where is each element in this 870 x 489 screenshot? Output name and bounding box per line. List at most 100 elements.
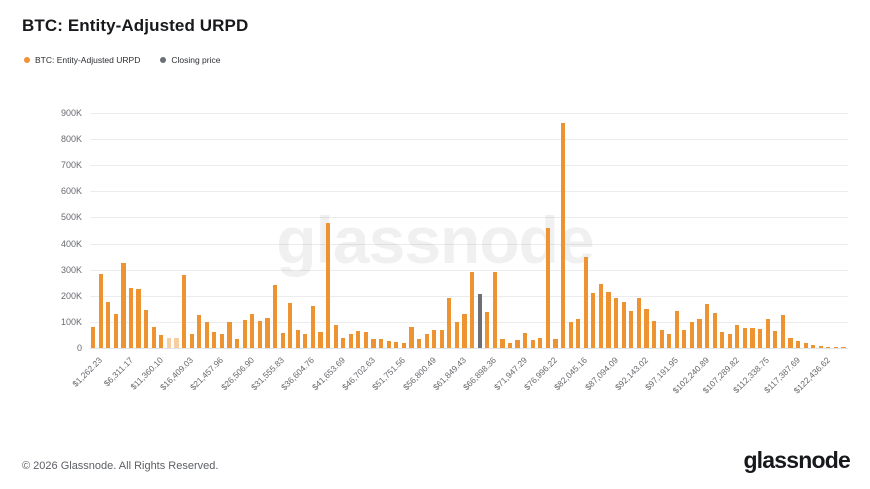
urpd-bar[interactable] xyxy=(310,306,315,348)
urpd-bar[interactable] xyxy=(409,327,414,348)
urpd-bar[interactable] xyxy=(530,340,535,348)
closing-price-bar[interactable] xyxy=(477,294,482,348)
urpd-bar[interactable] xyxy=(204,322,209,348)
urpd-bar[interactable] xyxy=(235,339,240,348)
urpd-bar[interactable] xyxy=(606,291,611,348)
urpd-bar[interactable] xyxy=(682,329,687,348)
urpd-bar[interactable] xyxy=(515,340,520,348)
urpd-bar[interactable] xyxy=(553,338,558,348)
urpd-bar[interactable] xyxy=(106,302,111,348)
urpd-bar[interactable] xyxy=(689,321,694,348)
urpd-bar[interactable] xyxy=(485,311,490,348)
urpd-bar[interactable] xyxy=(174,337,179,348)
urpd-bar[interactable] xyxy=(583,256,588,348)
urpd-bar[interactable] xyxy=(325,222,331,348)
urpd-bar[interactable] xyxy=(159,334,164,348)
urpd-bar[interactable] xyxy=(568,321,573,348)
urpd-bar[interactable] xyxy=(136,289,141,348)
urpd-bar[interactable] xyxy=(401,343,406,348)
urpd-bar[interactable] xyxy=(250,313,255,348)
urpd-bar[interactable] xyxy=(432,330,437,348)
urpd-bar[interactable] xyxy=(811,344,816,348)
urpd-bar[interactable] xyxy=(227,321,232,348)
urpd-bar[interactable] xyxy=(265,317,270,348)
urpd-bar[interactable] xyxy=(212,332,217,348)
urpd-bar[interactable] xyxy=(379,339,384,348)
urpd-bar[interactable] xyxy=(333,324,338,348)
urpd-bar[interactable] xyxy=(341,337,346,348)
urpd-bar[interactable] xyxy=(598,284,604,348)
urpd-bar[interactable] xyxy=(803,342,808,348)
urpd-bar[interactable] xyxy=(144,310,149,348)
urpd-bar[interactable] xyxy=(394,341,399,348)
urpd-bar[interactable] xyxy=(720,332,725,348)
urpd-bar[interactable] xyxy=(197,314,202,348)
urpd-bar[interactable] xyxy=(348,334,353,348)
urpd-bar[interactable] xyxy=(833,346,839,348)
urpd-bar[interactable] xyxy=(560,123,566,348)
urpd-bar[interactable] xyxy=(500,339,505,348)
urpd-bar[interactable] xyxy=(98,273,103,348)
urpd-bar[interactable] xyxy=(591,293,596,348)
urpd-bar[interactable] xyxy=(295,329,300,348)
urpd-bar[interactable] xyxy=(712,312,717,348)
urpd-bar[interactable] xyxy=(735,325,740,348)
legend-item-closing-price[interactable]: Closing price xyxy=(160,55,220,65)
urpd-bar[interactable] xyxy=(629,311,634,348)
urpd-bar[interactable] xyxy=(242,320,247,348)
urpd-bar[interactable] xyxy=(303,334,308,348)
urpd-bar[interactable] xyxy=(386,340,391,348)
urpd-bar[interactable] xyxy=(318,332,323,348)
urpd-bar[interactable] xyxy=(826,347,831,348)
urpd-bar[interactable] xyxy=(697,319,702,348)
urpd-bar[interactable] xyxy=(470,272,475,348)
urpd-bar[interactable] xyxy=(128,287,134,348)
urpd-bar[interactable] xyxy=(667,333,672,348)
urpd-bar[interactable] xyxy=(424,333,429,348)
urpd-bar[interactable] xyxy=(523,332,528,348)
urpd-bar[interactable] xyxy=(621,302,626,348)
urpd-bar[interactable] xyxy=(113,314,118,348)
urpd-bar[interactable] xyxy=(674,311,679,348)
urpd-bar[interactable] xyxy=(636,298,641,348)
urpd-bar[interactable] xyxy=(576,319,581,348)
legend-item-urpd[interactable]: BTC: Entity-Adjusted URPD xyxy=(24,55,140,65)
urpd-bar[interactable] xyxy=(257,321,262,348)
urpd-bar[interactable] xyxy=(773,331,778,348)
urpd-bar[interactable] xyxy=(727,334,732,348)
urpd-bar[interactable] xyxy=(280,333,285,348)
urpd-bar[interactable] xyxy=(272,284,278,348)
urpd-bar[interactable] xyxy=(704,303,710,348)
urpd-bar[interactable] xyxy=(765,319,770,348)
urpd-bar[interactable] xyxy=(795,341,801,348)
urpd-bar[interactable] xyxy=(356,330,361,348)
urpd-bar[interactable] xyxy=(189,334,194,348)
urpd-bar[interactable] xyxy=(614,298,619,348)
urpd-bar[interactable] xyxy=(659,329,664,348)
urpd-bar[interactable] xyxy=(151,327,156,348)
urpd-bar[interactable] xyxy=(363,331,369,348)
urpd-bar[interactable] xyxy=(166,338,171,348)
urpd-bar[interactable] xyxy=(780,315,785,348)
urpd-bar[interactable] xyxy=(219,334,225,348)
urpd-bar[interactable] xyxy=(644,309,649,348)
urpd-bar[interactable] xyxy=(288,303,293,348)
urpd-bar[interactable] xyxy=(841,347,846,348)
urpd-bar[interactable] xyxy=(545,227,550,348)
urpd-bar[interactable] xyxy=(818,345,823,348)
urpd-bar[interactable] xyxy=(788,337,793,348)
urpd-bar[interactable] xyxy=(121,263,126,348)
urpd-bar[interactable] xyxy=(447,298,452,348)
urpd-bar[interactable] xyxy=(750,328,755,348)
urpd-bar[interactable] xyxy=(492,272,497,348)
urpd-bar[interactable] xyxy=(462,313,467,348)
urpd-bar[interactable] xyxy=(507,342,513,348)
urpd-bar[interactable] xyxy=(181,274,187,348)
urpd-bar[interactable] xyxy=(416,339,422,348)
urpd-bar[interactable] xyxy=(371,338,376,348)
urpd-bar[interactable] xyxy=(454,322,460,348)
urpd-bar[interactable] xyxy=(439,330,444,348)
urpd-bar[interactable] xyxy=(538,338,543,348)
urpd-bar[interactable] xyxy=(91,327,96,348)
urpd-bar[interactable] xyxy=(742,328,748,348)
